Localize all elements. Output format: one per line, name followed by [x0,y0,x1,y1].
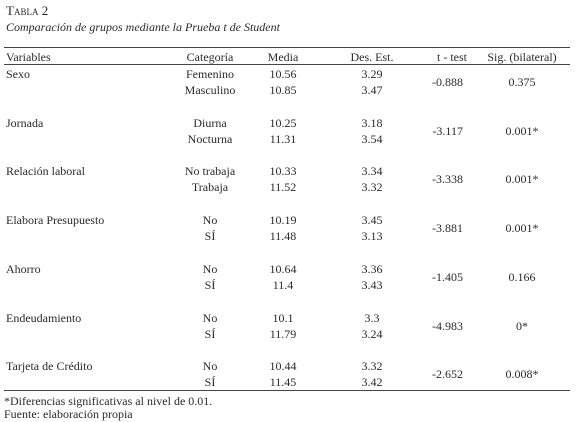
t-test: -0.888 [432,75,463,89]
bottom-rule [4,390,570,391]
column-header: Des. Est. [350,50,394,64]
footnote: *Diferencias significativas al nivel de … [4,394,213,408]
value: 10.1 [272,310,294,325]
t-test: -3.338 [432,172,463,187]
category: No [202,213,218,228]
category: SÍ [204,326,216,341]
value: 3.18 [361,115,383,130]
title: Tabla 2 [6,3,49,18]
column-header: Media [267,50,299,64]
value: 3.47 [361,83,383,97]
value: 3.24 [361,326,383,341]
value: 3.13 [361,229,383,244]
value: 3.54 [361,131,383,146]
value: 3.42 [361,375,383,390]
value: 10.44 [269,359,297,374]
value: 3.29 [361,67,383,81]
t-test: -4.983 [432,318,463,333]
category: SÍ [204,229,216,244]
category: No [202,359,218,374]
value: 3.32 [361,180,383,195]
column-header: Categoría [186,50,234,64]
category: No [202,310,218,325]
variable: Elabora Presupuesto [6,213,105,228]
value: 3.3 [364,310,380,325]
t-test: -2.652 [432,367,463,382]
top-rule [4,47,570,48]
category: Trabaja [191,180,229,195]
value: 11.31 [269,131,297,146]
value: 10.85 [269,83,297,97]
t-test: -3.881 [432,221,463,236]
value: 11.52 [269,180,297,195]
value: 3.34 [361,164,383,179]
category: SÍ [204,277,216,292]
category: No [202,261,218,276]
value: 10.19 [269,213,297,228]
t-test: -1.405 [432,269,463,284]
significance: 0* [516,318,528,333]
t-test: -3.117 [432,123,463,138]
variable: Jornada [6,115,44,130]
value: 10.56 [269,67,297,81]
category: Nocturna [187,131,233,146]
value: 11.45 [269,375,297,390]
value: 3.32 [361,359,383,374]
significance: 0.001* [505,221,539,236]
column-header: t - test [437,50,467,64]
variable: Ahorro [6,261,41,276]
category: No trabaja [184,164,236,179]
category: Diurna [193,115,227,130]
footnote: Fuente: elaboración propia [4,407,133,421]
variable: Sexo [6,67,30,81]
subtitle: Comparación de grupos mediante la Prueba… [6,20,280,34]
value: 3.45 [361,213,383,228]
header-rule [4,64,570,65]
significance: 0.001* [505,123,539,138]
category: Masculino [184,83,236,97]
value: 11.4 [272,277,294,292]
variable: Relación laboral [6,164,85,179]
value: 10.33 [269,164,297,179]
value: 11.48 [269,229,297,244]
significance: 0.166 [508,269,536,284]
value: 3.36 [361,261,383,276]
value: 10.25 [269,115,297,130]
category: Femenino [186,67,234,81]
significance: 0.008* [505,367,539,382]
significance: 0.375 [508,75,536,89]
variable: Endeudamiento [6,310,82,325]
value: 10.64 [269,261,297,276]
category: SÍ [204,375,216,390]
significance: 0.001* [505,172,539,187]
value: 11.79 [269,326,297,341]
value: 3.43 [361,277,383,292]
column-header: Variables [6,50,51,64]
column-header: Sig. (bilateral) [487,50,557,64]
variable: Tarjeta de Crédito [6,359,93,374]
